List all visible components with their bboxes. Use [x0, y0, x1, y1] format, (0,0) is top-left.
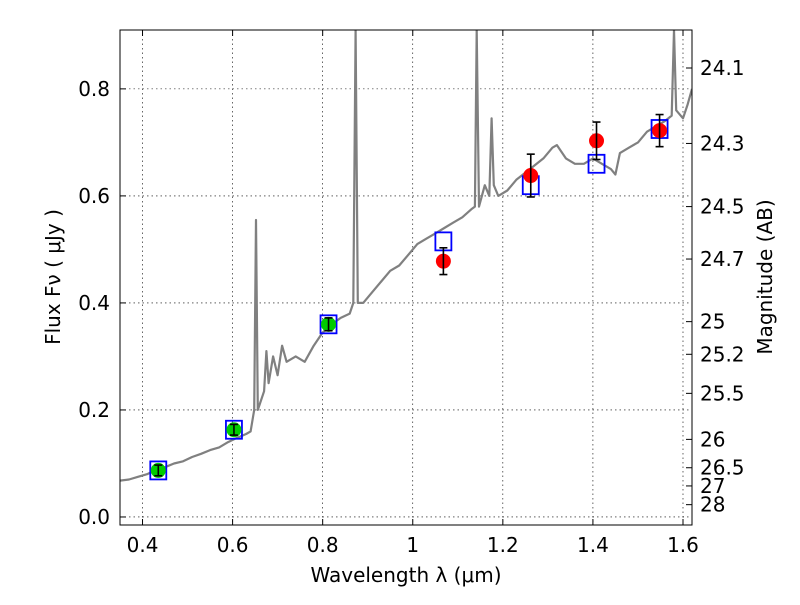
right-tick-label: 25.2 — [700, 342, 745, 366]
right-tick-label: 26 — [700, 427, 725, 451]
plot-frame — [119, 29, 693, 526]
y-tick-label: 0.2 — [78, 398, 110, 422]
right-tick-label: 27 — [700, 474, 725, 498]
y-tick-label: 0.4 — [78, 291, 110, 315]
y-tick-label: 0.6 — [78, 184, 110, 208]
y-tick-label: 0.0 — [78, 505, 110, 529]
x-tick-label: 1 — [406, 533, 419, 557]
right-tick-label: 25.5 — [700, 381, 745, 405]
x-tick-label: 0.6 — [217, 533, 249, 557]
model-spectrum-line — [120, 30, 692, 482]
right-tick-label: 24.3 — [700, 131, 745, 155]
axes: 0.4 0.6 0.8 1 1.2 1.4 1.6 0.0 0.2 0.4 0.6 0.8 24.1 24… — [78, 30, 745, 557]
right-tick-label: 25 — [700, 310, 725, 334]
right-axis-label: Magnitude (AB) — [753, 199, 777, 354]
right-tick-label: 28 — [700, 493, 725, 517]
model-flux-box — [225, 419, 243, 440]
model-flux-box — [149, 460, 168, 481]
right-tick-label: 26.5 — [700, 456, 745, 480]
x-tick-label: 1.4 — [577, 533, 609, 557]
x-tick-label: 1.6 — [667, 533, 699, 557]
y-axis-label: Flux Fν ( μJy ) — [41, 209, 65, 345]
x-tick-label: 1.2 — [487, 533, 519, 557]
plot-area — [120, 30, 692, 482]
x-tick-label: 0.8 — [307, 533, 339, 557]
right-tick-label: 24.7 — [700, 247, 745, 271]
y-tick-label: 0.8 — [78, 77, 110, 101]
right-tick-label: 24.1 — [700, 56, 745, 80]
x-axis-label: Wavelength λ (μm) — [310, 563, 501, 587]
grid — [120, 30, 692, 525]
right-tick-label: 24.5 — [700, 195, 745, 219]
model-flux-box — [319, 314, 338, 335]
x-tick-label: 0.4 — [127, 533, 159, 557]
